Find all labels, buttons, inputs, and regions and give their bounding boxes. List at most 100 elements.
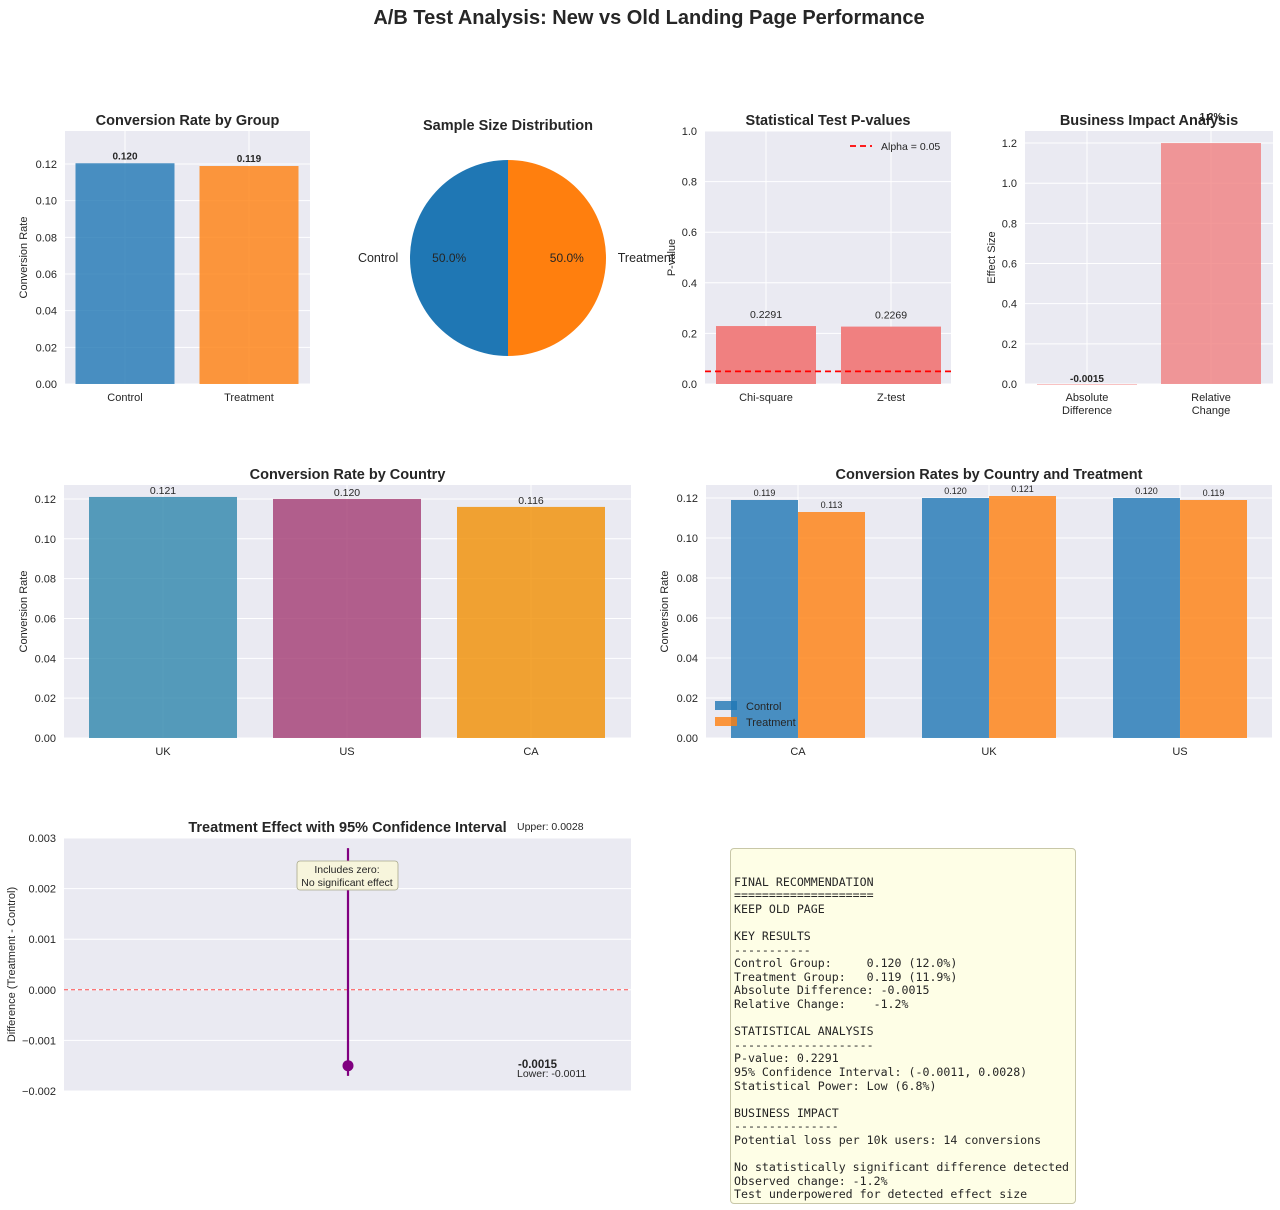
group-rate-ytick-label: 0.02 (36, 342, 57, 354)
sample-size-title: Sample Size Distribution (423, 118, 593, 134)
ct-value-label: 0.119 (754, 488, 776, 498)
ci-ytick-label: 0.000 (28, 985, 56, 997)
country-rate-title: Conversion Rate by Country (250, 467, 446, 483)
country-treatment-ytick-label: 0.06 (677, 613, 698, 625)
ct-bar-control (731, 500, 798, 738)
ci-ytick-label: −0.001 (22, 1035, 56, 1047)
legend-alpha-label: Alpha = 0.05 (881, 141, 940, 153)
country-treatment-ytick-label: 0.04 (677, 653, 698, 665)
country-rate-ytick-label: 0.10 (35, 534, 56, 546)
ct-bar-control (1113, 498, 1180, 738)
impact-bar (1037, 384, 1137, 385)
impact-ytick-label: 0.6 (1002, 259, 1017, 271)
ct-value-label: 0.121 (1011, 484, 1034, 494)
country-value-label: 0.120 (334, 487, 360, 499)
impact-xtick-label: Absolute (1066, 392, 1109, 404)
pvalue-value-label: 0.2269 (875, 310, 907, 322)
ci-lower-label: Lower: -0.0011 (517, 1068, 586, 1080)
ct-legend-swatch (715, 701, 737, 710)
impact-value-label: -0.0015 (1070, 374, 1104, 385)
impact-ytick-label: 0.0 (1002, 379, 1017, 391)
pvalue-bar (716, 326, 816, 384)
ct-bar-treatment (989, 496, 1056, 738)
ci-ytick-label: 0.003 (28, 833, 56, 845)
ci-point-label: -0.0015 (518, 1059, 558, 1071)
ci-ytick-label: −0.002 (22, 1086, 56, 1098)
ci-axes: −0.002 −0.001 0.000 0.001 0.002 0.003 Treatmen… (6, 820, 631, 1098)
country-rate-ytick-label: 0.06 (35, 613, 56, 625)
pie-label: Control (358, 251, 398, 265)
figure-title: A/B Test Analysis: New vs Old Landing Pa… (373, 7, 924, 29)
impact-ytick-label: 0.8 (1002, 218, 1017, 230)
impact-ytick-label: 0.4 (1002, 299, 1017, 311)
ci-annotation-line: Includes zero: (314, 864, 379, 876)
recommendation-text: FINAL RECOMMENDATION ===================… (734, 874, 1070, 1202)
group-rate-bar-control (75, 163, 175, 384)
country-xtick-label: US (339, 746, 354, 758)
impact-ylabel: Effect Size (986, 231, 998, 283)
ct-value-label: 0.120 (1135, 486, 1158, 496)
country-treatment-ytick-label: 0.12 (677, 493, 698, 505)
pie-label: Treatment (618, 251, 675, 265)
ci-ylabel: Difference (Treatment - Control) (6, 887, 18, 1042)
country-value-label: 0.121 (150, 485, 176, 497)
ci-point (342, 1060, 354, 1072)
ci-annotation-line: No significant effect (301, 877, 393, 889)
ct-bar-control (922, 498, 989, 738)
country-treatment-ytick-label: 0.10 (677, 533, 698, 545)
group-rate-bar-treatment (199, 166, 299, 384)
impact-value-label: 1.2% (1200, 112, 1223, 123)
country-rate-ytick-label: 0.08 (35, 574, 56, 586)
group-rate-ytick-label: 0.08 (36, 232, 57, 244)
group-rate-title: Conversion Rate by Group (96, 113, 280, 129)
impact-bar (1161, 143, 1261, 384)
impact-title: Business Impact Analysis (1060, 113, 1238, 129)
impact-xtick-label: Change (1192, 405, 1231, 417)
impact-xtick-label: Difference (1062, 405, 1112, 417)
country-rate-ytick-label: 0.04 (35, 653, 56, 665)
group-rate-ylabel: Conversion Rate (18, 217, 30, 299)
ct-bar-treatment (798, 512, 865, 738)
ct-value-label: 0.120 (944, 486, 967, 496)
country-rate-ytick-label: 0.00 (35, 733, 56, 745)
group-rate-ytick-label: 0.10 (36, 196, 57, 208)
pvalue-ytick-label: 1.0 (682, 126, 697, 138)
country-treatment-title: Conversion Rates by Country and Treatmen… (836, 467, 1143, 483)
recommendation-box: FINAL RECOMMENDATION ===================… (730, 848, 1076, 1204)
group-rate-value-label: 0.119 (237, 154, 262, 165)
pie-slice-treatment (508, 160, 606, 356)
group-rate-xtick-label: Control (107, 392, 142, 404)
ci-upper-label: Upper: 0.0028 (517, 821, 584, 833)
pie-pct-label: 50.0% (432, 251, 466, 265)
country-xtick-label: UK (155, 746, 171, 758)
ci-title: Treatment Effect with 95% Confidence Int… (188, 820, 506, 836)
country-treatment-ylabel: Conversion Rate (659, 571, 671, 653)
pvalue-ylabel: P-value (666, 239, 678, 276)
ct-xtick-label: US (1172, 746, 1187, 758)
pvalue-ytick-label: 0.2 (682, 328, 697, 340)
country-treatment-ytick-label: 0.00 (677, 733, 698, 745)
ct-legend-label: Control (746, 701, 781, 713)
country-rate-axes: 0.00 0.02 0.04 0.06 0.08 0.10 0.12 Conversion R… (18, 467, 631, 758)
pvalue-ytick-label: 0.8 (682, 177, 697, 189)
group-rate-value-label: 0.120 (112, 151, 137, 162)
ct-value-label: 0.113 (821, 500, 843, 510)
ct-xtick-label: CA (790, 746, 806, 758)
country-treatment-ytick-label: 0.02 (677, 693, 698, 705)
ct-xtick-label: UK (981, 746, 997, 758)
country-rate-ylabel: Conversion Rate (18, 571, 30, 653)
ct-bar-treatment (1180, 500, 1247, 738)
country-xtick-label: CA (523, 746, 539, 758)
pvalue-axes: 0.0 0.2 0.4 0.6 0.8 1.0 Statistical Test P-val… (666, 113, 951, 404)
ci-ytick-label: 0.001 (28, 934, 56, 946)
impact-ytick-label: 1.0 (1002, 178, 1017, 190)
country-treatment-ytick-label: 0.08 (677, 573, 698, 585)
ci-ytick-label: 0.002 (28, 884, 56, 896)
ct-legend-label: Treatment (746, 717, 796, 729)
country-treatment-axes: 0.00 0.02 0.04 0.06 0.08 0.10 0.12 Conversion R… (659, 467, 1272, 758)
pvalue-xtick-label: Chi-square (739, 392, 793, 404)
country-value-label: 0.116 (518, 495, 544, 507)
pvalue-ytick-label: 0.6 (682, 227, 697, 239)
group-rate-ytick-label: 0.06 (36, 269, 57, 281)
